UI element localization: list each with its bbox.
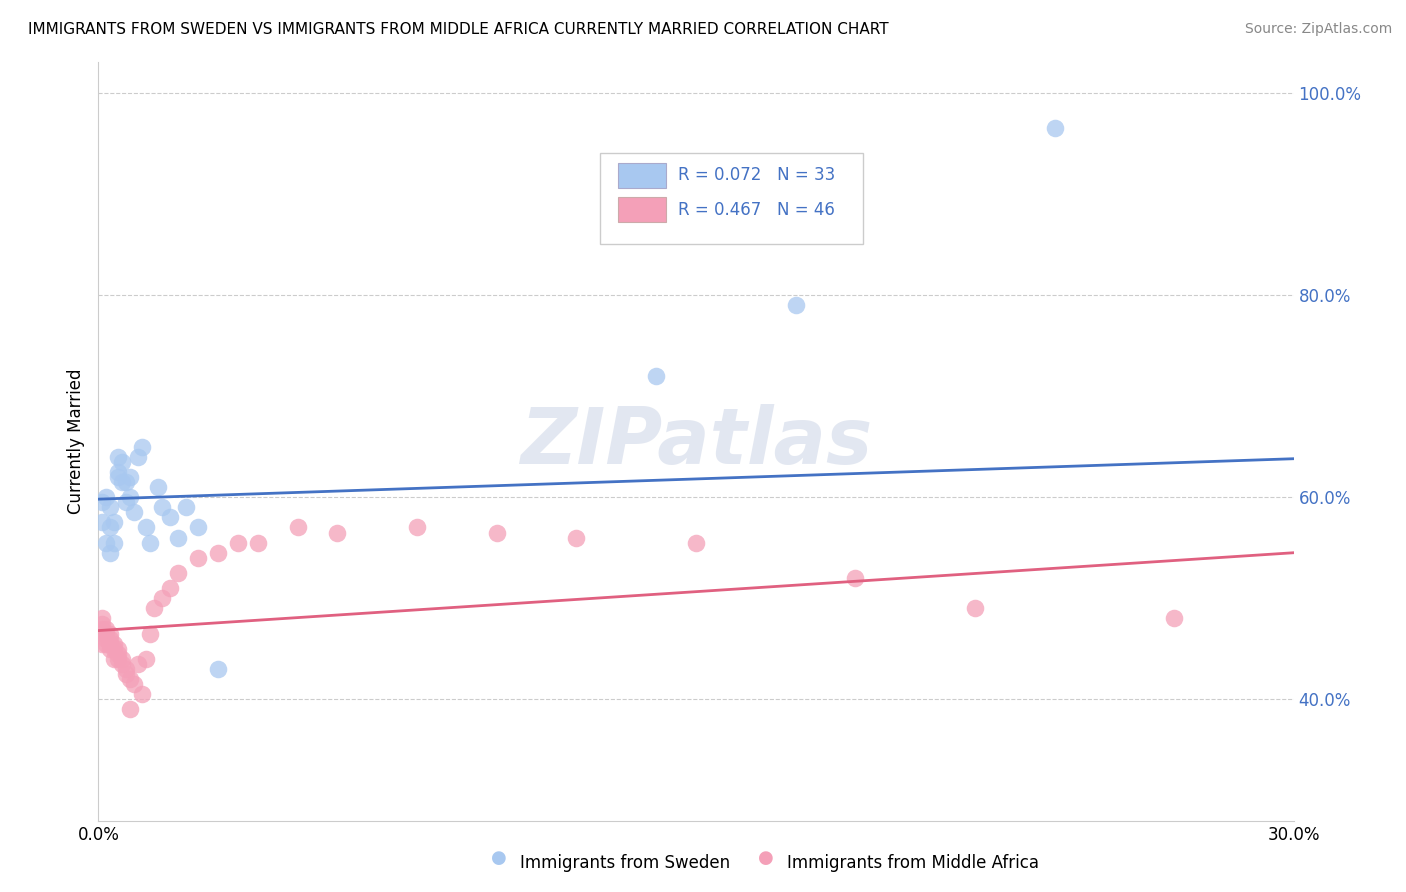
Point: [98, 641, 122, 656]
Point: [91, 495, 114, 509]
Point: [91, 637, 114, 651]
Point: [565, 531, 588, 545]
Point: [187, 520, 209, 534]
Point: [135, 652, 157, 666]
Point: [96, 622, 118, 636]
Point: [167, 531, 190, 545]
Point: [150, 591, 173, 606]
Point: [963, 601, 986, 615]
Point: [226, 535, 249, 549]
Point: [139, 535, 162, 549]
Y-axis label: Currently Married: Currently Married: [66, 368, 84, 515]
Point: [127, 657, 149, 671]
Point: [91, 616, 114, 631]
Point: [107, 470, 129, 484]
Point: [1043, 121, 1066, 136]
Point: [98, 632, 122, 646]
Point: [207, 662, 229, 676]
Point: [645, 368, 668, 383]
Text: ZIPatlas: ZIPatlas: [520, 403, 872, 480]
Point: [103, 516, 125, 530]
Point: [111, 475, 134, 489]
Point: [103, 535, 125, 549]
Text: ●: ●: [758, 849, 775, 867]
Point: [96, 535, 118, 549]
Point: [187, 550, 209, 565]
Text: ●: ●: [491, 849, 508, 867]
Bar: [619, 197, 666, 221]
Point: [91, 611, 114, 625]
Point: [96, 626, 118, 640]
Point: [98, 637, 122, 651]
Point: [96, 637, 118, 651]
Point: [124, 677, 146, 691]
Point: [96, 490, 118, 504]
Text: R = 0.072   N = 33: R = 0.072 N = 33: [678, 167, 835, 185]
Point: [107, 450, 129, 464]
Point: [115, 475, 138, 489]
Point: [115, 667, 138, 681]
Point: [246, 535, 269, 549]
Point: [96, 632, 118, 646]
Text: Immigrants from Sweden: Immigrants from Sweden: [520, 855, 730, 872]
Point: [111, 455, 134, 469]
Point: [91, 622, 114, 636]
Point: [103, 641, 125, 656]
Point: [159, 510, 181, 524]
Point: [107, 652, 129, 666]
Point: [207, 546, 229, 560]
Bar: [600, 153, 863, 244]
Point: [143, 601, 166, 615]
Point: [685, 535, 707, 549]
Text: Immigrants from Middle Africa: Immigrants from Middle Africa: [787, 855, 1039, 872]
Point: [844, 571, 866, 585]
Point: [159, 581, 181, 595]
Point: [107, 641, 129, 656]
Point: [98, 520, 122, 534]
Point: [127, 450, 149, 464]
Point: [174, 500, 197, 515]
Point: [98, 626, 122, 640]
Point: [135, 520, 157, 534]
Point: [131, 687, 153, 701]
Point: [139, 626, 162, 640]
Point: [406, 520, 429, 534]
Point: [167, 566, 190, 580]
Text: IMMIGRANTS FROM SWEDEN VS IMMIGRANTS FROM MIDDLE AFRICA CURRENTLY MARRIED CORREL: IMMIGRANTS FROM SWEDEN VS IMMIGRANTS FRO…: [28, 22, 889, 37]
Text: R = 0.467   N = 46: R = 0.467 N = 46: [678, 201, 835, 219]
Point: [1163, 611, 1185, 625]
Point: [103, 652, 125, 666]
Point: [103, 637, 125, 651]
Point: [287, 520, 309, 534]
Point: [120, 470, 142, 484]
Point: [115, 495, 138, 509]
Point: [148, 480, 170, 494]
Point: [98, 500, 122, 515]
Point: [120, 702, 142, 716]
Point: [115, 662, 138, 676]
Point: [485, 525, 508, 540]
Point: [111, 657, 134, 671]
Point: [785, 298, 807, 312]
Point: [120, 490, 142, 504]
Point: [107, 465, 129, 479]
Point: [98, 546, 122, 560]
Text: Source: ZipAtlas.com: Source: ZipAtlas.com: [1244, 22, 1392, 37]
Point: [150, 500, 173, 515]
Point: [124, 505, 146, 519]
Point: [111, 652, 134, 666]
Point: [131, 440, 153, 454]
Bar: [619, 163, 666, 187]
Point: [91, 516, 114, 530]
Point: [107, 647, 129, 661]
Point: [120, 672, 142, 686]
Point: [326, 525, 349, 540]
